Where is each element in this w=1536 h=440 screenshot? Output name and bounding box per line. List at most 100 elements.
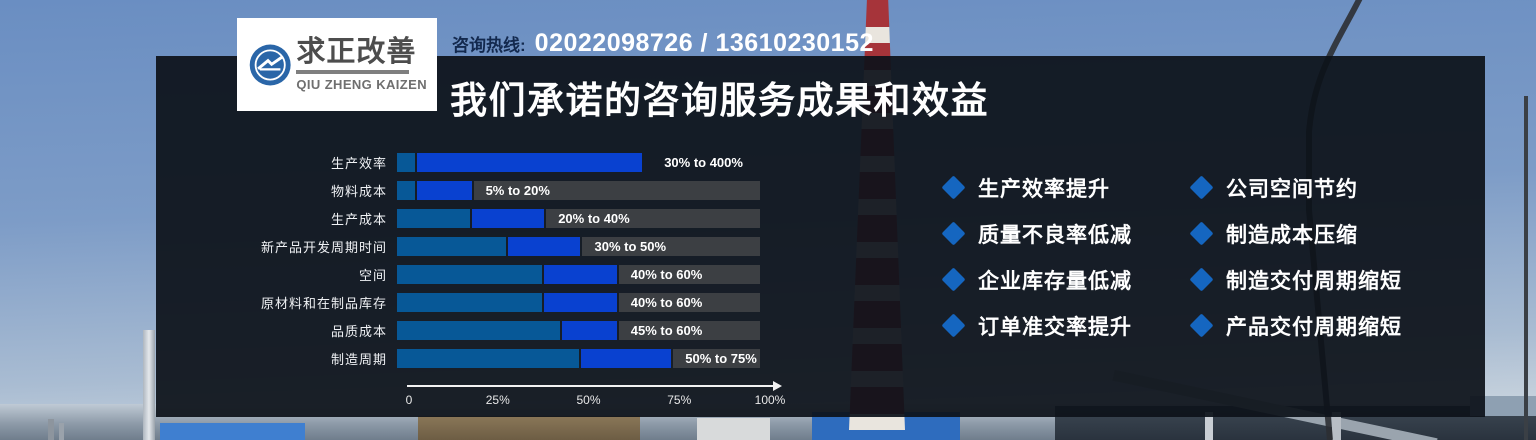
- chart-x-axis: 0 25% 50% 75% 100%: [405, 381, 787, 407]
- chart-bar-row: 品质成本 45% to 60%: [156, 321, 796, 340]
- bar-segment-range: [417, 153, 643, 172]
- chart-bar-row: 原材料和在制品库存 40% to 60%: [156, 293, 796, 312]
- bar-segment-range: [580, 349, 672, 368]
- logo-text-block: 求正改善 QIU ZHENG KAIZEN: [296, 37, 427, 92]
- benefit-item: 制造成本压缩: [1189, 220, 1402, 247]
- axis-line: [407, 385, 773, 387]
- chart-category-label: 物料成本: [330, 184, 387, 199]
- bar-track-remainder: 50% to 75%: [673, 349, 760, 368]
- diamond-bullet-icon: [1189, 267, 1214, 292]
- company-emblem-icon: [249, 44, 291, 85]
- bar-range-value: 50% to 75%: [685, 351, 757, 366]
- diamond-bullet-icon: [941, 175, 966, 200]
- chart-bar-track: 50% to 75%: [397, 349, 760, 368]
- bar-track-remainder: 5% to 20%: [473, 181, 760, 200]
- page-title: 我们承诺的咨询服务成果和效益: [450, 80, 989, 121]
- light-pole: [143, 330, 155, 440]
- axis-tick-label: 0: [405, 393, 413, 407]
- hotline-label: 咨询热线:: [452, 36, 526, 55]
- chart-bar-row: 物料成本 5% to 20%: [156, 181, 796, 200]
- blue-wall: [160, 423, 305, 440]
- bar-segment-range: [544, 293, 617, 312]
- axis-arrow: [773, 381, 782, 391]
- bar-segment-base: [397, 209, 470, 228]
- company-logo-card: 求正改善 QIU ZHENG KAIZEN: [237, 18, 437, 111]
- benefit-label: 生产效率提升: [978, 177, 1110, 201]
- chart-category-label: 制造周期: [330, 352, 387, 367]
- benefit-item: 订单准交率提升: [941, 312, 1132, 339]
- bar-range-value: 45% to 60%: [630, 323, 703, 338]
- chart-bar-track: 30% to 50%: [397, 237, 760, 256]
- bar-range-value: 30% to 50%: [594, 239, 667, 254]
- bar-segment-range: [471, 209, 545, 228]
- chart-bar-row: 生产成本 20% to 40%: [156, 209, 796, 228]
- logo-subtitle: QIU ZHENG KAIZEN: [296, 77, 427, 92]
- diamond-bullet-icon: [1189, 175, 1214, 200]
- chart-category-label: 生产效率: [330, 156, 387, 171]
- bar-segment-base: [397, 265, 543, 284]
- chart-bar-track: 30% to 400%: [397, 153, 760, 172]
- bar-track-remainder: 45% to 60%: [618, 321, 760, 340]
- benefit-label: 企业库存量低减: [978, 269, 1132, 293]
- chart-category-label: 新产品开发周期时间: [260, 240, 387, 255]
- chart-bar-track: 40% to 60%: [397, 293, 760, 312]
- benefit-list-left: 生产效率提升 质量不良率低减 企业库存量低减 订单准交率提升: [941, 174, 1132, 339]
- benefit-item: 质量不良率低减: [941, 220, 1132, 247]
- axis-tick-label: 25%: [485, 393, 510, 407]
- chart-bar-row: 空间 40% to 60%: [156, 265, 796, 284]
- chart-bar-track: 45% to 60%: [397, 321, 760, 340]
- axis-tick-label: 75%: [667, 393, 692, 407]
- bar-segment-range: [417, 181, 472, 200]
- bar-range-value: 20% to 40%: [558, 211, 630, 226]
- bar-range-value: 40% to 60%: [630, 295, 703, 310]
- bar-segment-base: [397, 237, 506, 256]
- benefit-label: 制造交付周期缩短: [1226, 269, 1402, 293]
- benefit-label: 公司空间节约: [1226, 177, 1358, 201]
- chart-bar-track: 20% to 40%: [397, 209, 760, 228]
- hotline: 咨询热线: 02022098726 / 13610230152: [452, 29, 874, 58]
- benefit-item: 产品交付周期缩短: [1189, 312, 1402, 339]
- chart-category-label: 生产成本: [330, 212, 387, 227]
- bar-segment-range: [544, 265, 617, 284]
- bar-track-remainder: 20% to 40%: [546, 209, 760, 228]
- chart-bar-row: 新产品开发周期时间 30% to 50%: [156, 237, 796, 256]
- white-building: [697, 418, 770, 440]
- chart-category-label: 空间: [358, 268, 387, 283]
- bar-track-remainder: 40% to 60%: [618, 293, 760, 312]
- bar-track-remainder: 40% to 60%: [618, 265, 760, 284]
- rust-structure: [418, 416, 640, 440]
- logo-divider: [296, 70, 410, 74]
- bar-range-value: 30% to 400%: [664, 155, 743, 170]
- bar-segment-base: [397, 293, 543, 312]
- chart-bar-track: 40% to 60%: [397, 265, 760, 284]
- axis-tick-label: 100%: [754, 393, 786, 407]
- benefit-item: 公司空间节约: [1189, 174, 1402, 201]
- logo-title: 求正改善: [296, 36, 417, 68]
- bar-range-value: 5% to 20%: [485, 183, 550, 198]
- bar-range-value: 40% to 60%: [630, 267, 703, 282]
- chart-bar-row: 生产效率 30% to 400%: [156, 153, 796, 172]
- chart-category-label: 品质成本: [330, 324, 387, 339]
- diamond-bullet-icon: [1189, 313, 1214, 338]
- hotline-phone-numbers: 02022098726 / 13610230152: [534, 29, 874, 57]
- axis-tick-label: 50%: [576, 393, 601, 407]
- small-chimney: [48, 419, 54, 440]
- benefit-label: 订单准交率提升: [978, 315, 1132, 339]
- bar-segment-range: [507, 237, 581, 256]
- benefit-label: 质量不良率低减: [978, 223, 1132, 247]
- thin-pole: [1524, 96, 1528, 440]
- diamond-bullet-icon: [1189, 221, 1214, 246]
- bar-track-remainder: 30% to 50%: [582, 237, 760, 256]
- benefit-item: 生产效率提升: [941, 174, 1132, 201]
- diamond-bullet-icon: [941, 267, 966, 292]
- chart-category-label: 原材料和在制品库存: [260, 296, 387, 311]
- chart-bar-row: 制造周期 50% to 75%: [156, 349, 796, 368]
- benefit-item: 企业库存量低减: [941, 266, 1132, 293]
- support-pole: [1205, 412, 1213, 440]
- chart-bar-track: 5% to 20%: [397, 181, 760, 200]
- benefit-item: 制造交付周期缩短: [1189, 266, 1402, 293]
- bar-segment-base: [397, 349, 579, 368]
- benefit-label: 产品交付周期缩短: [1226, 315, 1402, 339]
- far-hills: [1470, 396, 1536, 416]
